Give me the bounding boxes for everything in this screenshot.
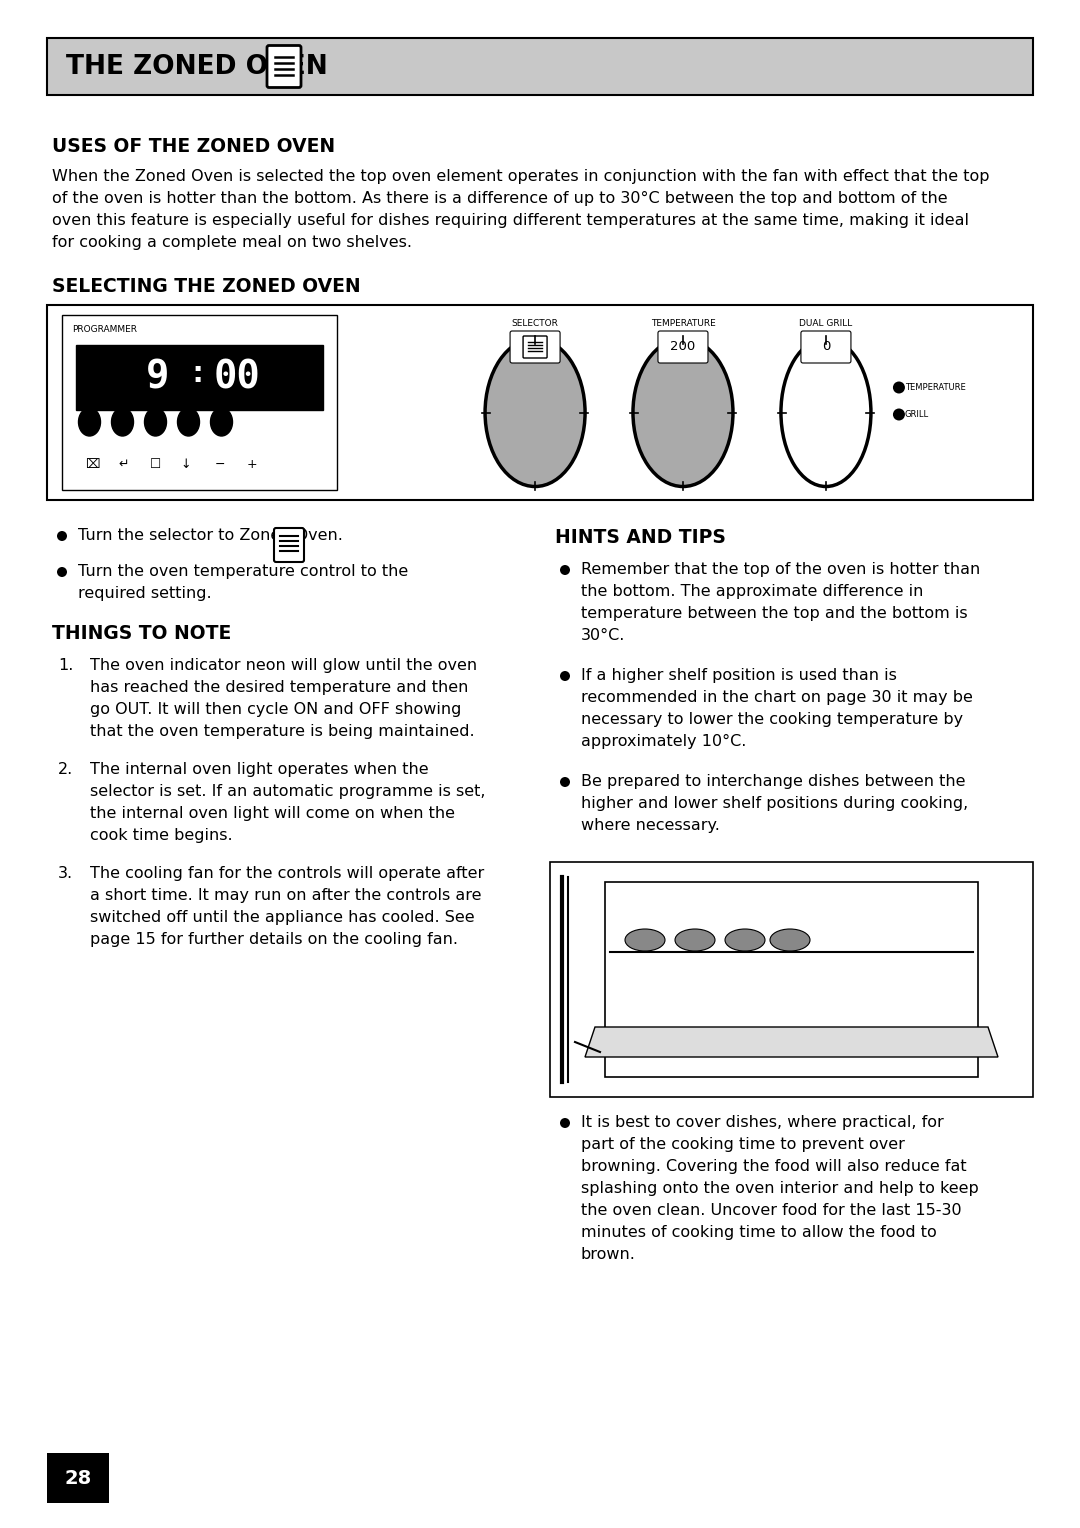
Text: PROGRAMMER: PROGRAMMER	[72, 325, 137, 335]
Text: ⌧: ⌧	[85, 457, 99, 471]
Text: SELECTOR: SELECTOR	[512, 319, 558, 329]
Text: ↓: ↓	[180, 457, 191, 471]
Circle shape	[561, 671, 570, 681]
Text: page 15 for further details on the cooling fan.: page 15 for further details on the cooli…	[90, 932, 458, 947]
Ellipse shape	[725, 929, 765, 950]
Text: It is best to cover dishes, where practical, for: It is best to cover dishes, where practi…	[581, 1115, 944, 1131]
Circle shape	[893, 382, 905, 394]
Text: brown.: brown.	[581, 1247, 636, 1262]
Text: cook time begins.: cook time begins.	[90, 828, 232, 843]
Text: When the Zoned Oven is selected the top oven element operates in conjunction wit: When the Zoned Oven is selected the top …	[52, 170, 989, 183]
Text: has reached the desired temperature and then: has reached the desired temperature and …	[90, 680, 469, 695]
Bar	[48, 1453, 109, 1504]
Text: minutes of cooking time to allow the food to: minutes of cooking time to allow the foo…	[581, 1225, 936, 1241]
Text: The oven indicator neon will glow until the oven: The oven indicator neon will glow until …	[90, 659, 477, 672]
Text: 00: 00	[214, 359, 261, 396]
FancyBboxPatch shape	[274, 529, 303, 562]
Text: ↵: ↵	[119, 457, 130, 471]
Text: Be prepared to interchange dishes between the: Be prepared to interchange dishes betwee…	[581, 775, 966, 788]
Text: Remember that the top of the oven is hotter than: Remember that the top of the oven is hot…	[581, 562, 981, 578]
Text: browning. Covering the food will also reduce fat: browning. Covering the food will also re…	[581, 1160, 967, 1174]
Circle shape	[561, 565, 570, 575]
Bar	[48, 38, 1032, 95]
Polygon shape	[585, 1027, 998, 1057]
Text: 9: 9	[146, 359, 170, 396]
Text: part of the cooking time to prevent over: part of the cooking time to prevent over	[581, 1137, 905, 1152]
Text: oven this feature is especially useful for dishes requiring different temperatur: oven this feature is especially useful f…	[52, 212, 969, 228]
Ellipse shape	[675, 929, 715, 950]
Text: GRILL: GRILL	[905, 410, 929, 419]
Text: temperature between the top and the bottom is: temperature between the top and the bott…	[581, 607, 968, 620]
Text: splashing onto the oven interior and help to keep: splashing onto the oven interior and hel…	[581, 1181, 978, 1196]
Text: of the oven is hotter than the bottom. As there is a difference of up to 30°C be: of the oven is hotter than the bottom. A…	[52, 191, 947, 206]
Ellipse shape	[111, 408, 134, 435]
Text: go OUT. It will then cycle ON and OFF showing: go OUT. It will then cycle ON and OFF sh…	[90, 701, 461, 717]
Text: THINGS TO NOTE: THINGS TO NOTE	[52, 623, 231, 643]
Circle shape	[57, 567, 67, 578]
Ellipse shape	[770, 929, 810, 950]
Circle shape	[57, 532, 67, 541]
Bar	[48, 306, 1032, 500]
FancyBboxPatch shape	[510, 332, 561, 364]
Text: 0: 0	[822, 341, 831, 353]
Text: If a higher shelf position is used than is: If a higher shelf position is used than …	[581, 668, 896, 683]
Bar	[605, 882, 978, 1077]
Text: Turn the selector to Zoned Oven.: Turn the selector to Zoned Oven.	[78, 529, 342, 542]
Ellipse shape	[145, 408, 166, 435]
Text: 3.: 3.	[58, 866, 73, 882]
Text: higher and lower shelf positions during cooking,: higher and lower shelf positions during …	[581, 796, 969, 811]
Text: ☐: ☐	[150, 457, 162, 471]
Text: necessary to lower the cooking temperature by: necessary to lower the cooking temperatu…	[581, 712, 963, 727]
Text: DUAL GRILL: DUAL GRILL	[799, 319, 852, 329]
Text: 2.: 2.	[58, 762, 73, 778]
Ellipse shape	[485, 339, 585, 486]
Text: selector is set. If an automatic programme is set,: selector is set. If an automatic program…	[90, 784, 486, 799]
Text: Turn the oven temperature control to the: Turn the oven temperature control to the	[78, 564, 408, 579]
Text: that the oven temperature is being maintained.: that the oven temperature is being maint…	[90, 724, 474, 740]
Text: :: :	[188, 359, 206, 388]
Text: 28: 28	[65, 1468, 92, 1487]
Text: 30°C.: 30°C.	[581, 628, 625, 643]
Text: +: +	[246, 457, 257, 471]
Text: USES OF THE ZONED OVEN: USES OF THE ZONED OVEN	[52, 138, 335, 156]
FancyBboxPatch shape	[801, 332, 851, 364]
FancyBboxPatch shape	[267, 46, 301, 87]
Text: The internal oven light operates when the: The internal oven light operates when th…	[90, 762, 429, 778]
Text: approximately 10°C.: approximately 10°C.	[581, 733, 746, 749]
Text: 1.: 1.	[58, 659, 73, 672]
Text: the internal oven light will come on when the: the internal oven light will come on whe…	[90, 805, 455, 821]
FancyBboxPatch shape	[658, 332, 708, 364]
Text: for cooking a complete meal on two shelves.: for cooking a complete meal on two shelv…	[52, 235, 411, 251]
Text: SELECTING THE ZONED OVEN: SELECTING THE ZONED OVEN	[52, 277, 361, 296]
Circle shape	[561, 778, 570, 787]
Ellipse shape	[781, 339, 870, 486]
Text: −: −	[215, 457, 226, 471]
Ellipse shape	[177, 408, 200, 435]
Text: TEMPERATURE: TEMPERATURE	[650, 319, 715, 329]
Circle shape	[561, 1118, 570, 1128]
Ellipse shape	[79, 408, 100, 435]
FancyBboxPatch shape	[523, 336, 548, 358]
Ellipse shape	[211, 408, 232, 435]
Bar	[62, 315, 337, 490]
Text: TEMPERATURE: TEMPERATURE	[905, 384, 966, 393]
Text: the bottom. The approximate difference in: the bottom. The approximate difference i…	[581, 584, 923, 599]
Ellipse shape	[625, 929, 665, 950]
Text: switched off until the appliance has cooled. See: switched off until the appliance has coo…	[90, 911, 474, 924]
Ellipse shape	[633, 339, 733, 486]
Text: a short time. It may run on after the controls are: a short time. It may run on after the co…	[90, 888, 482, 903]
Text: THE ZONED OVEN: THE ZONED OVEN	[66, 53, 327, 79]
Text: HINTS AND TIPS: HINTS AND TIPS	[555, 529, 726, 547]
Bar	[76, 345, 323, 410]
Text: The cooling fan for the controls will operate after: The cooling fan for the controls will op…	[90, 866, 484, 882]
Text: recommended in the chart on page 30 it may be: recommended in the chart on page 30 it m…	[581, 691, 973, 704]
Text: 200: 200	[671, 341, 696, 353]
Bar	[550, 862, 1032, 1097]
Text: the oven clean. Uncover food for the last 15-30: the oven clean. Uncover food for the las…	[581, 1203, 961, 1218]
Text: required setting.: required setting.	[78, 587, 212, 601]
Text: where necessary.: where necessary.	[581, 817, 720, 833]
Circle shape	[893, 408, 905, 420]
